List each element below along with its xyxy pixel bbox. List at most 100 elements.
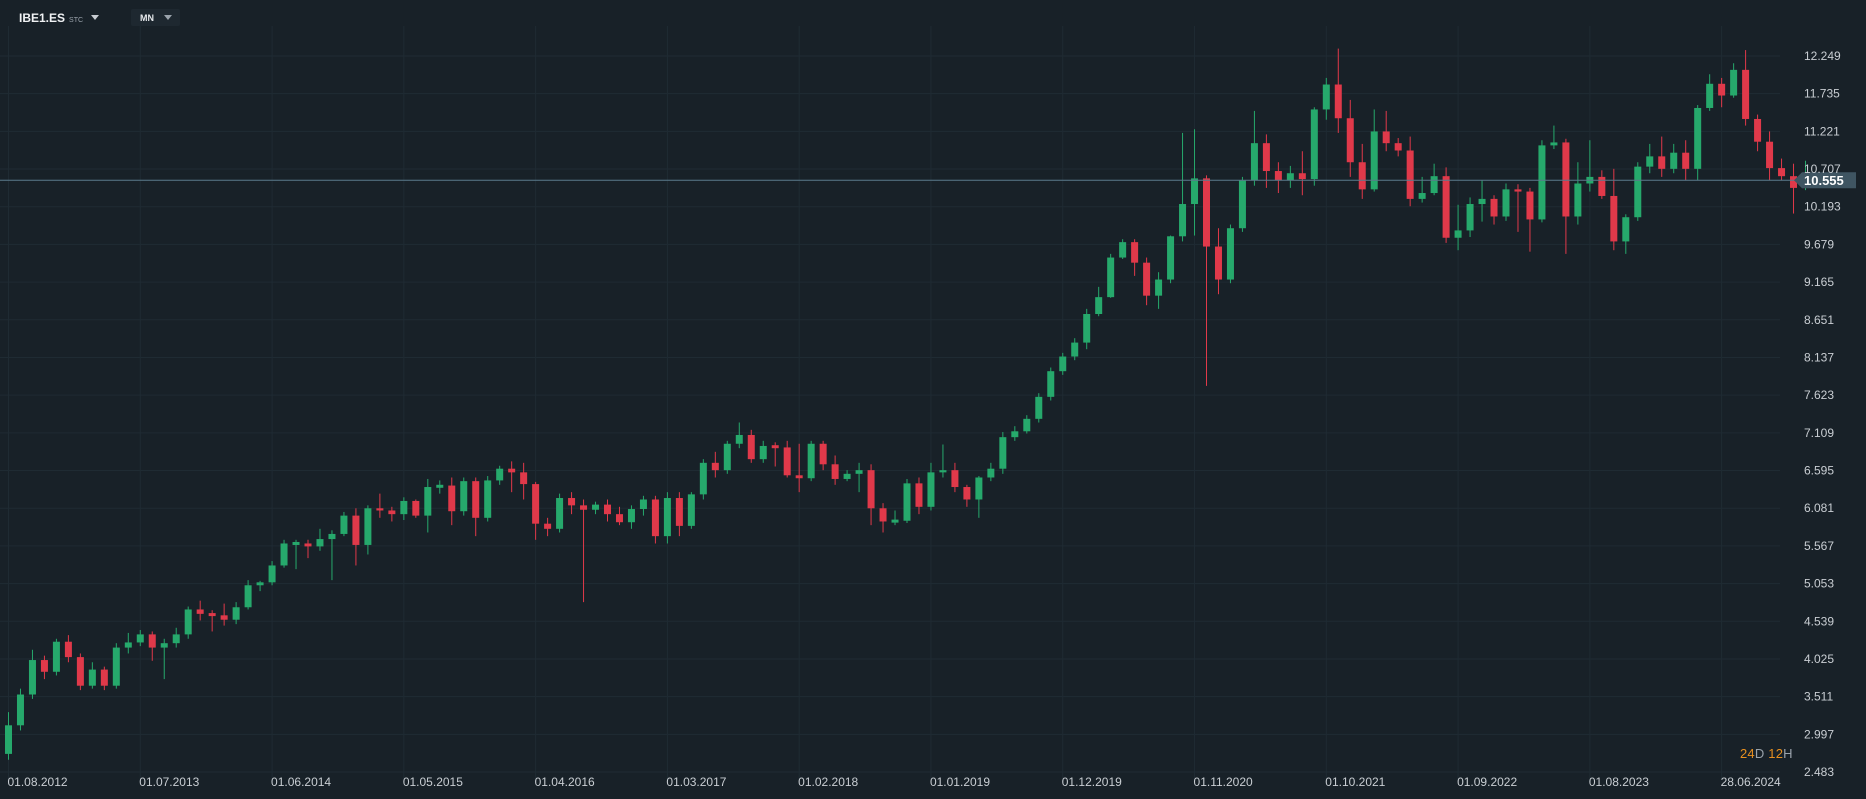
candle[interactable] xyxy=(1514,184,1522,232)
candle[interactable] xyxy=(1059,352,1067,375)
candle[interactable] xyxy=(484,476,492,522)
candle[interactable] xyxy=(424,478,432,533)
candle[interactable] xyxy=(1191,129,1199,236)
candle[interactable] xyxy=(40,655,48,680)
candle[interactable] xyxy=(316,528,324,551)
candle[interactable] xyxy=(1706,74,1714,111)
candle[interactable] xyxy=(1790,163,1798,214)
candle[interactable] xyxy=(1119,239,1127,260)
candle[interactable] xyxy=(999,432,1007,474)
candle[interactable] xyxy=(843,470,851,482)
candle[interactable] xyxy=(520,462,528,500)
candle[interactable] xyxy=(1298,151,1306,196)
candle[interactable] xyxy=(1155,272,1163,309)
candle[interactable] xyxy=(615,506,623,526)
candle[interactable] xyxy=(1622,214,1630,254)
candle[interactable] xyxy=(52,638,60,676)
candle[interactable] xyxy=(100,666,108,691)
candle[interactable] xyxy=(1598,170,1606,199)
candle[interactable] xyxy=(1071,338,1079,361)
candle[interactable] xyxy=(867,464,875,526)
candle[interactable] xyxy=(831,455,839,485)
candle[interactable] xyxy=(88,662,96,689)
candle[interactable] xyxy=(340,511,348,537)
candle[interactable] xyxy=(1394,138,1402,157)
candle[interactable] xyxy=(1634,162,1642,221)
candle[interactable] xyxy=(1238,176,1246,232)
candle[interactable] xyxy=(1286,165,1294,188)
candle[interactable] xyxy=(1358,143,1366,199)
candle[interactable] xyxy=(1250,110,1258,186)
candle[interactable] xyxy=(352,508,360,566)
candle[interactable] xyxy=(1574,162,1582,225)
candle[interactable] xyxy=(448,477,456,526)
candle[interactable] xyxy=(1322,77,1330,120)
candle[interactable] xyxy=(1346,99,1354,177)
candle[interactable] xyxy=(1778,158,1786,181)
candle[interactable] xyxy=(903,478,911,523)
candle[interactable] xyxy=(819,440,827,471)
candle[interactable] xyxy=(328,530,336,581)
candle[interactable] xyxy=(1526,187,1534,252)
candle[interactable] xyxy=(1670,143,1678,174)
candle[interactable] xyxy=(711,451,719,478)
candle[interactable] xyxy=(1095,286,1103,317)
candle[interactable] xyxy=(148,631,156,661)
candle[interactable] xyxy=(1562,138,1570,254)
candle[interactable] xyxy=(268,561,276,586)
candle[interactable] xyxy=(1203,175,1210,386)
candle[interactable] xyxy=(1766,131,1774,181)
candle[interactable] xyxy=(508,461,516,493)
candle[interactable] xyxy=(1226,224,1234,284)
candle[interactable] xyxy=(16,688,24,731)
candle[interactable] xyxy=(1550,125,1558,150)
candle[interactable] xyxy=(208,610,216,632)
candle[interactable] xyxy=(1586,140,1594,192)
candle[interactable] xyxy=(1610,168,1618,251)
candle[interactable] xyxy=(807,440,815,482)
candle[interactable] xyxy=(544,517,552,537)
candle[interactable] xyxy=(855,462,863,493)
candle[interactable] xyxy=(1646,143,1654,174)
candle[interactable] xyxy=(364,505,372,555)
candle[interactable] xyxy=(220,603,228,626)
candle[interactable] xyxy=(184,606,192,639)
candle[interactable] xyxy=(76,653,84,691)
candle[interactable] xyxy=(1694,105,1702,181)
candle[interactable] xyxy=(747,429,755,463)
candle[interactable] xyxy=(1466,197,1474,238)
candle[interactable] xyxy=(28,649,36,699)
candle[interactable] xyxy=(232,602,240,625)
candle[interactable] xyxy=(532,481,540,540)
candle[interactable] xyxy=(412,499,420,518)
candle[interactable] xyxy=(939,444,947,478)
candle[interactable] xyxy=(1502,183,1510,221)
candle[interactable] xyxy=(160,638,168,680)
candle[interactable] xyxy=(436,480,444,494)
candle[interactable] xyxy=(963,484,971,507)
candle[interactable] xyxy=(136,629,144,647)
candle[interactable] xyxy=(64,635,72,663)
candle[interactable] xyxy=(256,580,264,592)
candle[interactable] xyxy=(1011,426,1019,441)
candle[interactable] xyxy=(472,477,480,537)
candle[interactable] xyxy=(1167,235,1175,284)
candle[interactable] xyxy=(1718,77,1726,108)
candle[interactable] xyxy=(196,600,204,621)
candle[interactable] xyxy=(723,440,731,474)
candle[interactable] xyxy=(663,492,671,544)
candle[interactable] xyxy=(1107,253,1115,298)
candle[interactable] xyxy=(675,492,683,537)
candle[interactable] xyxy=(975,476,983,518)
candle[interactable] xyxy=(5,712,12,760)
candle[interactable] xyxy=(1179,132,1187,242)
candle[interactable] xyxy=(460,477,468,516)
candle[interactable] xyxy=(1742,50,1750,126)
candle[interactable] xyxy=(592,501,600,515)
candle[interactable] xyxy=(1418,176,1426,203)
candle[interactable] xyxy=(388,506,396,522)
candle[interactable] xyxy=(280,539,288,568)
candle[interactable] xyxy=(1214,228,1222,295)
candle[interactable] xyxy=(1334,48,1342,133)
